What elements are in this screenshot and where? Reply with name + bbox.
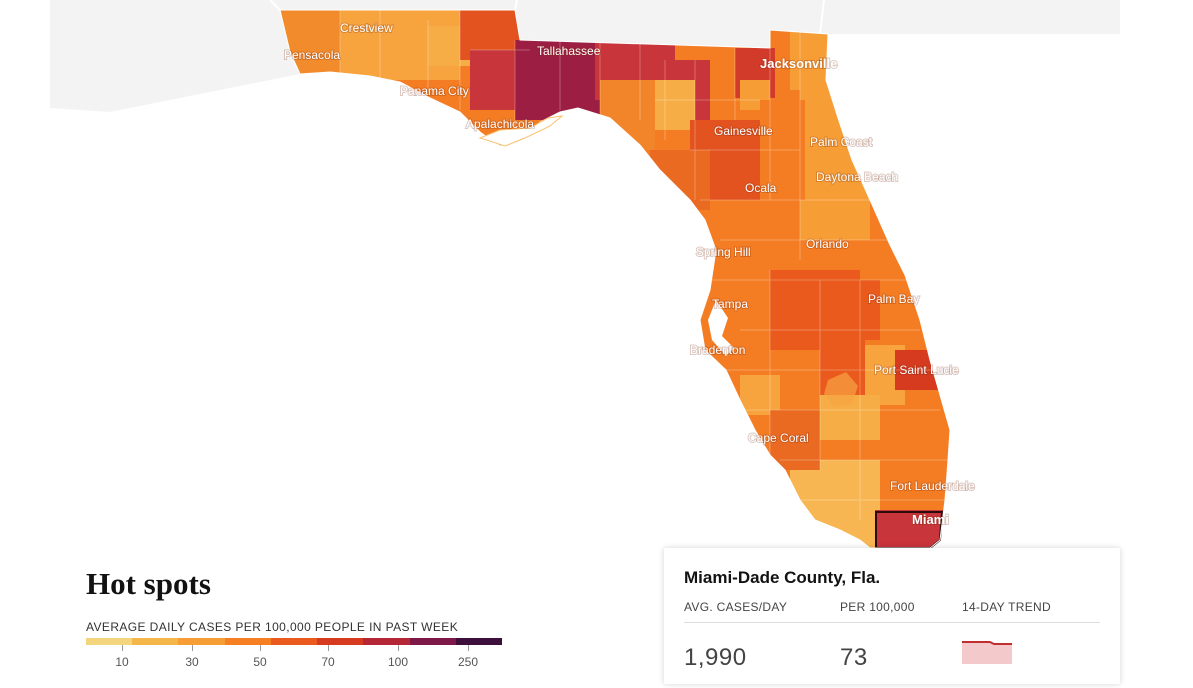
color-scale-segment [178, 638, 225, 645]
trend-line [962, 641, 1012, 645]
trend-sparkline [962, 641, 1012, 664]
color-scale-segment [86, 638, 133, 645]
color-scale-tick [260, 645, 261, 651]
card-divider [684, 622, 1100, 623]
tampa-bay [708, 300, 734, 356]
city-label: Daytona Beach [816, 170, 898, 184]
city-label: Cape Coral [748, 431, 809, 445]
color-scale-tick-label: 250 [457, 655, 479, 669]
color-scale-tick [468, 645, 469, 651]
city-label: Tampa [712, 297, 748, 311]
color-scale-tick [398, 645, 399, 651]
city-label: Jacksonville [760, 56, 837, 71]
per100k-value: 73 [840, 644, 868, 671]
color-scale-segment [409, 638, 456, 645]
color-scale-segment [270, 638, 318, 645]
city-label: Port Saint Lucie [874, 363, 959, 377]
city-label: Panama City [400, 84, 469, 98]
color-scale-tick-label: 100 [387, 655, 409, 669]
color-scale-segment [363, 638, 410, 645]
city-label: Palm Coast [810, 135, 873, 149]
lake-okeechobee [824, 372, 858, 406]
map-title: Hot spots [86, 566, 211, 601]
color-scale-tick-label: 50 [253, 655, 267, 669]
color-scale-tick-label: 30 [185, 655, 199, 669]
trend-header: 14-DAY TREND [962, 600, 1051, 614]
city-labels: Crestview Pensacola Panama City Apalachi… [283, 20, 976, 528]
city-label: Palm Bay [868, 292, 919, 306]
per100k-header: PER 100,000 [840, 600, 915, 614]
city-label: Pensacola [284, 48, 340, 62]
color-scale-tick-label: 10 [115, 655, 129, 669]
county-borders [339, 10, 950, 520]
color-scale [86, 638, 502, 645]
city-label: Ocala [745, 181, 777, 195]
color-scale-tick [328, 645, 329, 651]
neighbor-states [50, 0, 1120, 112]
color-scale-tick [122, 645, 123, 651]
cases-value: 1,990 [684, 644, 747, 671]
trend-area [962, 642, 1012, 664]
city-label: Crestview [340, 21, 393, 35]
color-scale-segment [317, 638, 364, 645]
city-label: Apalachicola [466, 117, 534, 131]
city-label: Bradenton [690, 343, 745, 357]
legend-subtitle: AVERAGE DAILY CASES PER 100,000 PEOPLE I… [86, 620, 459, 634]
color-scale-segment [224, 638, 271, 645]
color-scale-tick [192, 645, 193, 651]
city-label: Fort Lauderdale [890, 479, 975, 493]
county-info-card: Miami-Dade County, Fla. AVG. CASES/DAY P… [664, 548, 1120, 684]
color-scale-segment [132, 638, 179, 645]
state-border [269, 0, 825, 35]
county-name: Miami-Dade County, Fla. [684, 568, 881, 587]
city-label: Orlando [806, 237, 849, 251]
city-label: Spring Hill [696, 245, 751, 259]
apalachicola-bay [478, 115, 564, 147]
city-label: Miami [912, 512, 949, 527]
city-label: Tallahassee [537, 44, 601, 58]
color-scale-tick-label: 70 [321, 655, 335, 669]
color-scale-segment [455, 638, 502, 645]
color-scale-ticks: 10 30 50 70 100 250 [86, 645, 506, 675]
cases-header: AVG. CASES/DAY [684, 600, 788, 614]
city-label: Gainesville [714, 124, 773, 138]
